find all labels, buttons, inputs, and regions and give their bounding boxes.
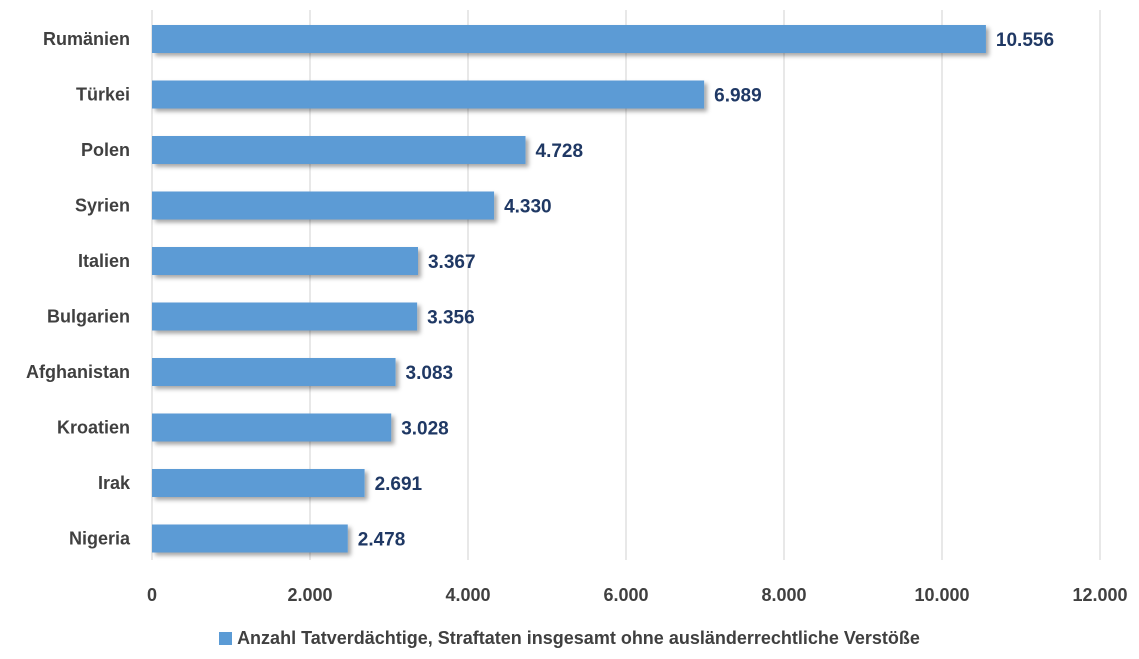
bar-4 [152, 247, 418, 275]
category-label: Afghanistan [26, 362, 130, 382]
category-label: Polen [81, 140, 130, 160]
bar-9 [152, 524, 348, 553]
data-label: 3.367 [428, 252, 476, 273]
category-label: Irak [98, 473, 131, 493]
data-label: 4.728 [536, 141, 584, 162]
bar-5 [152, 302, 418, 331]
bar-7 [152, 413, 392, 442]
category-labels: Rumänien Türkei Polen Syrien Italien Bulgarie… [26, 29, 131, 549]
x-tick-label: 12.000 [1072, 585, 1127, 605]
data-label: 2.478 [358, 530, 406, 551]
bars [152, 25, 986, 553]
bar-0 [152, 25, 986, 53]
category-label: Italien [78, 251, 130, 271]
bar-6 [152, 358, 396, 386]
bar-2 [152, 136, 526, 164]
bar-1 [152, 80, 705, 109]
data-label: 10.556 [996, 30, 1054, 51]
data-label: 3.083 [406, 363, 454, 384]
category-label: Syrien [75, 196, 130, 216]
x-tick-label: 0 [147, 585, 157, 605]
x-tick-label: 4.000 [445, 585, 490, 605]
legend-swatch [219, 632, 233, 645]
bar-8 [152, 469, 365, 497]
category-label: Bulgarien [47, 307, 130, 327]
data-label: 4.330 [504, 197, 552, 218]
data-label: 6.989 [714, 86, 762, 107]
data-label: 3.028 [401, 419, 449, 440]
category-label: Türkei [76, 85, 130, 105]
category-label: Kroatien [57, 418, 130, 438]
data-labels: 10.556 6.989 4.728 4.330 3.367 3.356 3.083 3.02… [358, 30, 1054, 551]
legend-label: Anzahl Tatverdächtige, Straftaten insges… [237, 628, 920, 648]
category-label: Rumänien [43, 29, 130, 49]
bar-3 [152, 191, 495, 220]
data-label: 3.356 [427, 308, 475, 329]
x-tick-label: 2.000 [287, 585, 332, 605]
x-tick-label: 8.000 [761, 585, 806, 605]
x-tick-label: 6.000 [603, 585, 648, 605]
legend: Anzahl Tatverdächtige, Straftaten insges… [0, 628, 1139, 649]
data-label: 2.691 [375, 474, 423, 495]
x-axis-tick-labels: 0 2.000 4.000 6.000 8.000 10.000 12.000 [147, 585, 1128, 605]
category-label: Nigeria [69, 529, 131, 549]
x-tick-label: 10.000 [914, 585, 969, 605]
